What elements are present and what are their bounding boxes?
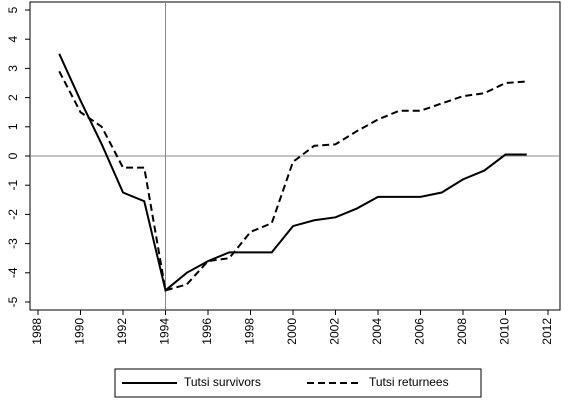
x-tick-label: 2006 bbox=[413, 318, 427, 345]
series-line bbox=[58, 53, 527, 293]
y-tick-label: 4 bbox=[6, 36, 20, 43]
x-tick-label: 2012 bbox=[540, 318, 554, 345]
legend-label: Tutsi survivors bbox=[184, 375, 261, 389]
y-tick-label: -3 bbox=[6, 238, 20, 249]
y-tick-label: -4 bbox=[6, 267, 20, 278]
x-tick-label: 2002 bbox=[328, 318, 342, 345]
x-tick-label: 2004 bbox=[370, 318, 384, 345]
x-tick-label: 1998 bbox=[243, 318, 257, 345]
y-tick-label: 3 bbox=[6, 65, 20, 72]
y-tick-label: 0 bbox=[6, 152, 20, 159]
legend-label: Tutsi returnees bbox=[369, 375, 449, 389]
x-tick-label: 1988 bbox=[30, 318, 44, 345]
x-tick-label: 1994 bbox=[158, 318, 172, 345]
y-tick-label: 5 bbox=[6, 6, 20, 13]
x-tick-label: 1996 bbox=[200, 318, 214, 345]
y-tick-label: -1 bbox=[6, 180, 20, 191]
x-tick-label: 2010 bbox=[498, 318, 512, 345]
x-tick-label: 2008 bbox=[455, 318, 469, 345]
y-tick-label: -5 bbox=[6, 296, 20, 307]
y-tick-label: 2 bbox=[6, 94, 20, 101]
legend-box bbox=[114, 368, 482, 398]
x-tick-label: 2000 bbox=[285, 318, 299, 345]
x-tick-label: 1992 bbox=[115, 318, 129, 345]
y-tick-label: -2 bbox=[6, 209, 20, 220]
x-tick-label: 1990 bbox=[73, 318, 87, 345]
y-tick-label: 1 bbox=[6, 123, 20, 130]
series-line bbox=[58, 70, 527, 292]
